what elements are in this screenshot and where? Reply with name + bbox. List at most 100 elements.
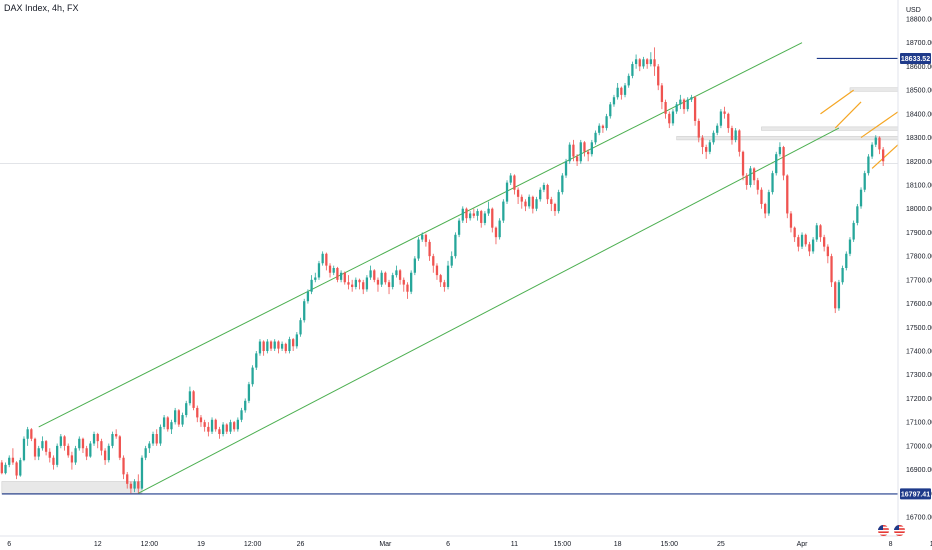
candle-body — [439, 275, 442, 283]
time-tick-label: 11 — [511, 541, 518, 548]
channel-line-1 — [138, 127, 840, 494]
candle-body — [221, 424, 225, 435]
price-tick-label: 17800.00 — [906, 254, 932, 261]
candle-body — [443, 282, 446, 287]
candle-body — [568, 144, 571, 162]
candle-body — [4, 464, 7, 474]
candle-body — [277, 341, 280, 349]
candle-body — [74, 448, 77, 463]
candle-body — [457, 220, 461, 235]
candle-body — [306, 291, 310, 302]
time-tick-label: 15:00 — [930, 541, 932, 548]
candle-body — [148, 443, 151, 449]
candle-body — [358, 279, 361, 283]
candle-body — [133, 481, 136, 489]
candle-body — [668, 113, 671, 124]
candle-body — [546, 184, 549, 200]
us-flag-icon[interactable] — [878, 523, 889, 536]
candle-body — [424, 234, 428, 242]
time-tick-label: 26 — [297, 541, 305, 548]
candle-body — [738, 130, 741, 152]
candle-body — [391, 275, 394, 287]
price-badge-box — [900, 52, 931, 64]
candle-body — [41, 441, 44, 449]
candle-body — [837, 282, 841, 309]
candle-body — [280, 343, 284, 349]
candle-body — [609, 104, 612, 117]
candle-body — [339, 272, 343, 280]
candle-body — [520, 196, 523, 202]
pattern-line-2 — [820, 89, 855, 115]
candle-body — [882, 149, 885, 162]
time-tick-label: 12:00 — [141, 541, 159, 548]
candle-body — [734, 130, 737, 140]
candle-body — [151, 434, 155, 444]
price-tick-label: 16900.00 — [906, 467, 932, 474]
candle-body — [384, 272, 387, 283]
candle-body — [808, 244, 811, 252]
axes: USD — [0, 0, 921, 537]
time-tick-label: 8 — [889, 541, 893, 548]
candle-body — [225, 424, 228, 432]
candle-body — [162, 417, 166, 427]
candle-body — [616, 87, 619, 98]
candle-body — [708, 142, 711, 152]
candle-body — [336, 268, 339, 280]
time-tick-label: 25 — [717, 541, 725, 548]
candle-body — [174, 410, 177, 423]
price-tick-label: 18100.00 — [906, 182, 932, 189]
candle-body — [22, 438, 26, 461]
candle-body — [398, 270, 402, 280]
candle-body — [170, 422, 173, 430]
candle-body — [159, 426, 162, 444]
candle-body — [598, 125, 601, 133]
candle-body — [321, 253, 324, 264]
candle-body — [67, 445, 70, 456]
candle-body — [870, 144, 874, 157]
candle-body — [679, 99, 682, 105]
candle-body — [557, 192, 560, 212]
candle-body — [332, 268, 335, 273]
us-flag-icon[interactable] — [894, 523, 905, 536]
candle-body — [564, 161, 568, 176]
price-tick-label: 17100.00 — [906, 420, 932, 427]
candle-body — [446, 265, 450, 287]
candle-body — [328, 265, 332, 273]
candle-body — [483, 213, 487, 223]
candle-body — [811, 239, 815, 252]
candle-body — [8, 457, 11, 465]
candle-body — [185, 403, 188, 416]
candle-body — [122, 457, 125, 475]
candle-body — [19, 460, 22, 476]
candle-body — [767, 192, 770, 214]
candle-body — [435, 265, 439, 276]
candle-body — [413, 258, 416, 273]
candle-body — [240, 410, 243, 420]
candle-body — [210, 419, 214, 432]
candle-body — [657, 66, 660, 86]
candle-body — [505, 182, 509, 202]
candle-body — [244, 400, 247, 411]
candle-body — [362, 282, 365, 290]
price-zone-0 — [1, 481, 143, 494]
candles — [0, 47, 885, 494]
candle-body — [111, 434, 114, 446]
time-tick-label: 19 — [197, 541, 205, 548]
candle-body — [701, 137, 704, 148]
time-tick-labels: 6 12 12:00 19 12:00 26 Mar 6 11 15:00 18 15:00 25 Apr… — [7, 541, 932, 548]
candle-body — [782, 147, 785, 176]
price-tick-label: 17900.00 — [906, 230, 932, 237]
candle-body — [775, 154, 778, 174]
candle-body — [188, 391, 192, 404]
candle-body — [727, 113, 730, 129]
channel-line-0 — [38, 42, 803, 428]
candle-body — [181, 415, 184, 425]
candle-body — [144, 448, 147, 458]
price-tick-label: 18000.00 — [906, 206, 932, 213]
candle-body — [524, 201, 527, 207]
candle-body — [587, 151, 590, 155]
candle-body — [867, 156, 870, 174]
candle-body — [693, 97, 697, 121]
candle-body — [376, 279, 380, 285]
